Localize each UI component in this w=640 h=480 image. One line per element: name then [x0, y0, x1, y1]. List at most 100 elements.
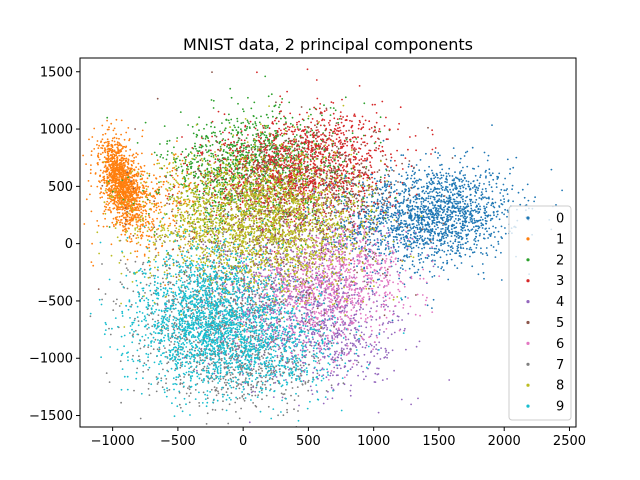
data-point	[504, 232, 507, 235]
data-point	[130, 238, 133, 240]
data-point	[82, 154, 84, 157]
data-point	[111, 157, 114, 160]
data-point	[135, 223, 138, 226]
data-point	[368, 250, 370, 253]
data-point	[107, 197, 109, 200]
data-point	[204, 172, 207, 175]
data-point	[131, 167, 133, 170]
data-point	[190, 165, 193, 168]
data-point	[250, 144, 253, 146]
data-point	[397, 260, 399, 262]
data-point	[129, 198, 132, 201]
data-point	[445, 253, 448, 256]
data-point	[460, 238, 463, 241]
data-point	[121, 147, 123, 150]
data-point	[305, 153, 307, 156]
data-point	[232, 159, 235, 161]
data-point	[121, 179, 124, 182]
data-point	[471, 265, 474, 268]
data-point	[380, 242, 382, 245]
data-point	[116, 160, 119, 162]
data-point	[473, 251, 476, 254]
data-point	[108, 187, 111, 190]
data-point	[229, 164, 232, 166]
data-point	[96, 185, 99, 188]
data-point	[421, 235, 424, 238]
data-point	[124, 204, 126, 207]
data-point	[468, 230, 471, 232]
data-point	[131, 199, 133, 202]
data-point	[332, 107, 335, 109]
data-point	[176, 174, 179, 177]
data-point	[173, 220, 176, 223]
data-point	[439, 164, 441, 167]
data-point	[407, 197, 410, 200]
data-point	[228, 162, 230, 165]
data-point	[433, 188, 436, 191]
data-point	[411, 170, 414, 173]
data-point	[114, 203, 117, 206]
data-point	[160, 153, 163, 156]
data-point	[361, 155, 364, 158]
data-point	[420, 257, 423, 260]
data-point	[455, 222, 458, 225]
data-point	[126, 181, 129, 184]
data-point	[470, 207, 473, 210]
data-point	[136, 206, 139, 209]
data-point	[125, 220, 127, 223]
data-point	[403, 283, 406, 286]
data-point	[499, 199, 502, 202]
data-point	[144, 222, 147, 224]
data-point	[160, 201, 162, 204]
data-point	[228, 122, 231, 124]
data-point	[105, 141, 107, 144]
data-point	[460, 228, 463, 231]
data-point	[461, 220, 464, 223]
data-point	[390, 186, 393, 188]
data-point	[446, 228, 449, 231]
data-point	[464, 221, 467, 224]
data-point	[481, 263, 484, 265]
data-point	[398, 194, 401, 197]
data-point	[437, 204, 439, 207]
data-point	[166, 142, 168, 145]
data-point	[105, 191, 108, 194]
data-point	[427, 192, 430, 195]
data-point	[384, 174, 386, 177]
data-point	[435, 223, 438, 226]
data-point	[456, 192, 459, 195]
data-point	[469, 255, 471, 258]
data-point	[120, 150, 123, 153]
data-point	[113, 136, 116, 139]
data-point	[117, 169, 120, 172]
data-point	[455, 226, 458, 229]
data-point	[174, 161, 177, 164]
data-point	[159, 211, 162, 214]
data-point	[121, 205, 124, 208]
data-point	[422, 197, 425, 200]
data-point	[264, 131, 266, 134]
data-point	[455, 235, 458, 238]
data-point	[438, 188, 441, 190]
data-point	[106, 167, 108, 170]
data-point	[401, 264, 404, 267]
data-point	[247, 96, 249, 99]
data-point	[379, 176, 382, 179]
data-point	[99, 181, 101, 184]
data-point	[401, 230, 403, 233]
data-point	[106, 148, 109, 151]
data-point	[460, 209, 462, 212]
data-point	[397, 220, 399, 222]
data-point	[128, 138, 131, 140]
data-point	[476, 210, 478, 213]
data-point	[479, 174, 482, 177]
data-point	[475, 232, 478, 235]
data-point	[381, 240, 383, 243]
data-point	[449, 209, 452, 212]
data-point	[449, 196, 452, 199]
data-point	[323, 238, 325, 241]
data-point	[89, 168, 92, 171]
data-point	[107, 168, 110, 171]
data-point	[116, 157, 119, 160]
data-point	[131, 154, 134, 157]
